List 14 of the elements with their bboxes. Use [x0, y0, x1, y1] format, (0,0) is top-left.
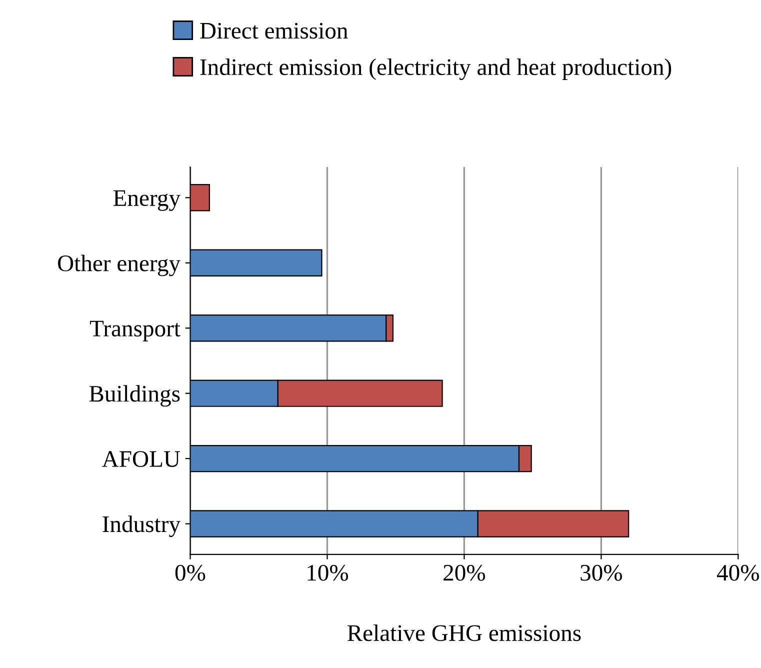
- x-axis-title: Relative GHG emissions: [347, 624, 581, 642]
- y-tick-label: AFOLU: [102, 451, 180, 467]
- x-tick-label: 30%: [580, 564, 622, 581]
- legend-label: Direct emission: [200, 22, 348, 39]
- y-tick-label: Other energy: [58, 254, 180, 276]
- y-tick-label: Buildings: [89, 385, 180, 407]
- legend-label: Indirect emission (electricity and heat production): [200, 58, 672, 80]
- x-tick-label: 10%: [308, 564, 348, 581]
- x-tick-label: 40%: [716, 564, 760, 581]
- y-tick-label: Industry: [102, 516, 180, 538]
- y-tick-label: Energy: [113, 190, 180, 211]
- x-tick-label: 20%: [444, 564, 486, 581]
- x-tick-label: 0%: [175, 564, 206, 581]
- y-tick-label: Transport: [90, 320, 180, 342]
